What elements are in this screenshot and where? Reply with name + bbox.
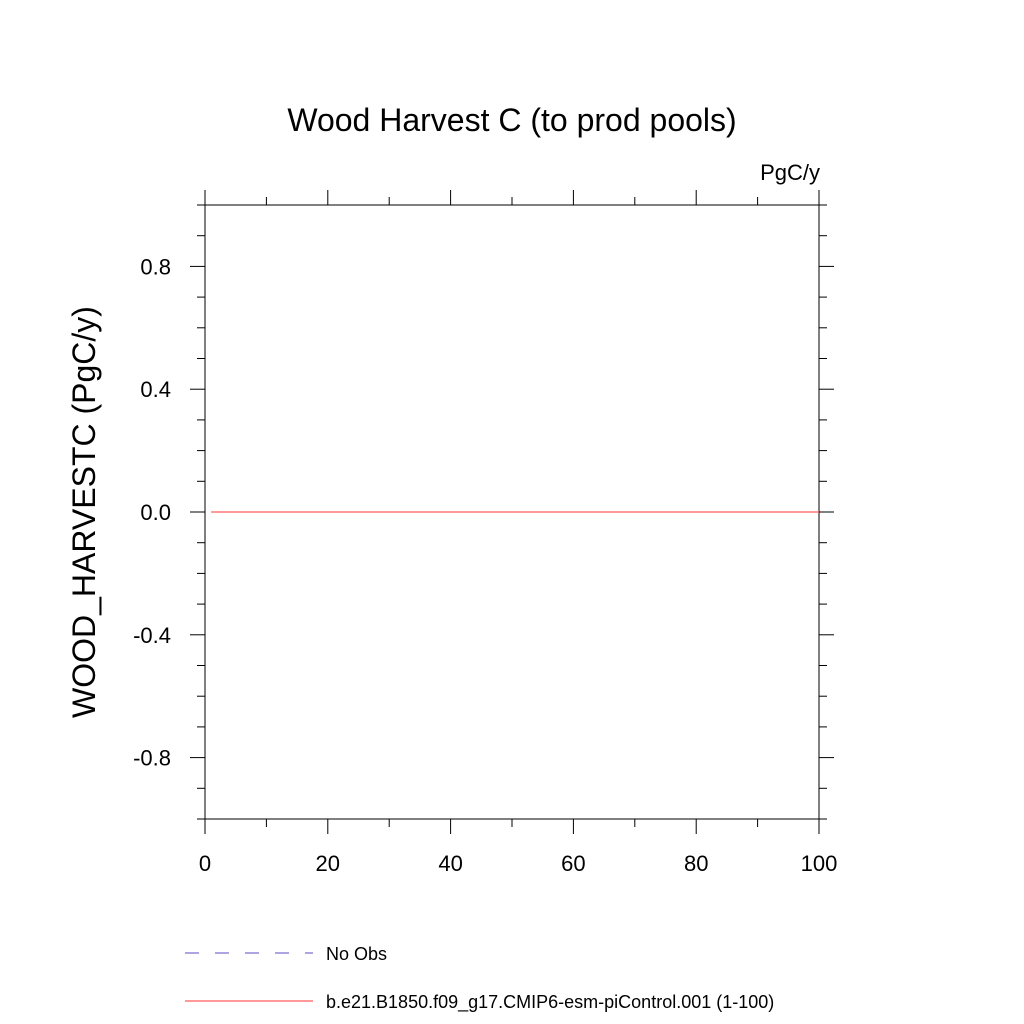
tick-labels: 0 20 40 60 80 100 -0.8 -0.4 0.0 0.4 0.8 <box>133 254 837 876</box>
y-tick-label: -0.8 <box>133 746 171 771</box>
units-label: PgC/y <box>760 160 820 185</box>
y-tick-label: 0.4 <box>140 377 171 402</box>
x-tick-label: 40 <box>438 851 462 876</box>
y-tick-label: 0.0 <box>140 500 171 525</box>
legend: No Obs b.e21.B1850.f09_g17.CMIP6-esm-piCo… <box>185 944 774 1013</box>
legend-label-0: No Obs <box>326 944 387 964</box>
y-axis-label: WOOD_HARVESTC (PgC/y) <box>66 306 102 718</box>
x-tick-label: 20 <box>316 851 340 876</box>
x-tick-label: 80 <box>684 851 708 876</box>
y-tick-label: -0.4 <box>133 623 171 648</box>
y-tick-label: 0.8 <box>140 254 171 279</box>
axis-ticks <box>190 190 834 834</box>
legend-label-1: b.e21.B1850.f09_g17.CMIP6-esm-piControl.… <box>326 992 774 1013</box>
x-tick-label: 100 <box>801 851 838 876</box>
x-tick-label: 60 <box>561 851 585 876</box>
x-tick-label: 0 <box>199 851 211 876</box>
chart-title: Wood Harvest C (to prod pools) <box>287 102 736 138</box>
